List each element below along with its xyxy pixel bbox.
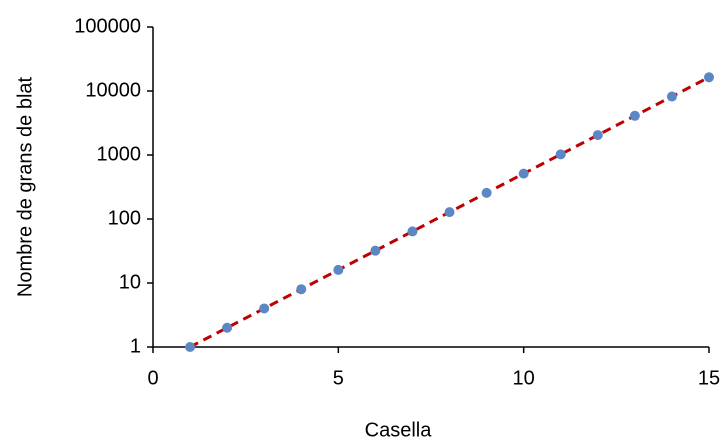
y-tick-label: 10000 [85,79,141,101]
x-tick-label: 10 [513,367,535,389]
data-point [444,207,455,218]
data-point [666,91,677,102]
data-point [296,284,307,295]
data-point [259,303,270,314]
data-point [333,264,344,275]
data-point [629,110,640,121]
data-point [370,245,381,256]
y-tick-label: 1000 [97,143,142,165]
x-tick-label: 0 [147,367,158,389]
data-point [555,149,566,160]
y-tick-label: 1 [130,335,141,357]
data-point [481,187,492,198]
data-point [185,342,196,352]
y-tick-label: 100 [108,207,141,229]
x-tick-label: 5 [333,367,344,389]
data-point [407,226,418,237]
data-point [222,322,233,333]
y-axis-label: Nombre de grans de blat [14,77,36,298]
x-axis-label: Casella [365,419,433,441]
y-tick-label: 100000 [74,15,141,37]
x-tick-label: 15 [698,367,720,389]
data-point [592,130,603,141]
data-point [518,168,529,179]
y-tick-label: 10 [119,271,141,293]
data-point [704,72,714,83]
